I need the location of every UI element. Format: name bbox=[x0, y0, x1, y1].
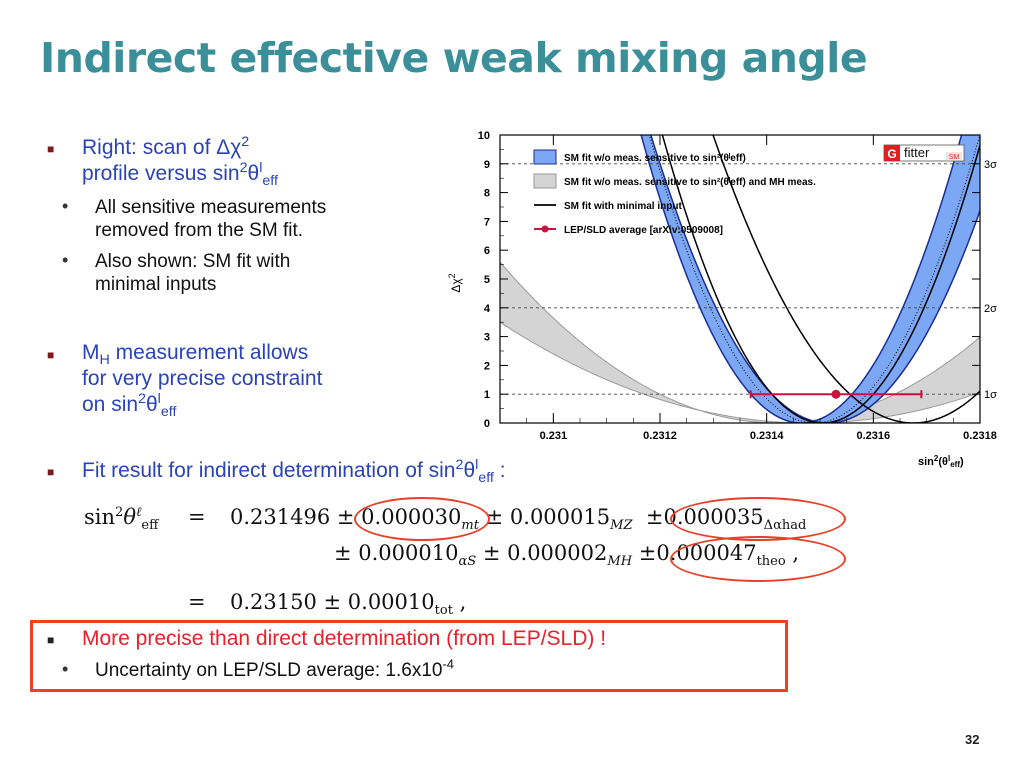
highlight-ellipse-theo bbox=[670, 536, 846, 582]
equation-equals: = bbox=[188, 505, 206, 529]
y-tick-label: 8 bbox=[484, 188, 490, 200]
legend-swatch-1 bbox=[533, 149, 557, 165]
sub-bullet-uncertainty: Uncertainty on LEP/SLD average: 1.6x10-4 bbox=[95, 656, 454, 681]
sub-bullet-minimal: Also shown: SM fit with minimal inputs bbox=[95, 251, 291, 295]
highlight-ellipse-mt bbox=[354, 497, 490, 541]
x-tick-label: 0.2316 bbox=[857, 430, 891, 442]
bullet-dot-icon: • bbox=[62, 659, 69, 679]
legend-label-3: SM fit with minimal input bbox=[564, 201, 682, 212]
x-tick-label: 0.2318 bbox=[963, 430, 997, 442]
page-number: 32 bbox=[965, 732, 980, 747]
bullet-mh-text: MH measurement allows for very precise c… bbox=[82, 341, 323, 421]
logo-badge: SM bbox=[949, 154, 960, 161]
sigma-label-3: 3σ bbox=[984, 159, 997, 171]
x-tick-label: 0.231 bbox=[540, 430, 568, 442]
highlight-ellipse-alpha-had bbox=[670, 497, 846, 541]
delta-chi2-chart: 1σ 2σ 3σ 0 1 2 3 4 5 6 7 8 9 10 0.231 0.2312 0.2314 0.231… bbox=[447, 130, 997, 469]
sub-bullet-sensitive: All sensitive measurements removed from t… bbox=[95, 197, 327, 241]
minimal-input-curve-a bbox=[661, 135, 980, 423]
bullet-dot-icon: • bbox=[62, 196, 69, 216]
bullet-dot-icon: • bbox=[62, 250, 69, 270]
x-tick-label: 0.2314 bbox=[750, 430, 785, 442]
page-title: Indirect effective weak mixing angle bbox=[40, 34, 868, 82]
equation-lhs: sin2θℓeff bbox=[84, 505, 159, 534]
gray-band-edge-b bbox=[500, 321, 980, 423]
bullet-more-precise: More precise than direct determination (… bbox=[82, 627, 607, 650]
gfitter-logo: G fitter SM bbox=[883, 144, 965, 162]
y-tick-label: 6 bbox=[484, 245, 490, 257]
y-tick-label: 4 bbox=[484, 303, 491, 315]
equation-total-equals: = bbox=[188, 590, 206, 614]
logo-text: fitter bbox=[904, 145, 930, 160]
y-tick-label: 2 bbox=[484, 360, 490, 372]
bullet-fit-result: Fit result for indirect determination of… bbox=[82, 457, 506, 487]
y-tick-label: 3 bbox=[484, 332, 490, 344]
y-tick-label: 9 bbox=[484, 159, 490, 171]
y-tick-label: 5 bbox=[484, 274, 490, 286]
conclusion-box bbox=[30, 620, 788, 692]
x-axis-label: sin2(θleff) bbox=[918, 454, 964, 469]
y-tick-label: 10 bbox=[478, 130, 490, 142]
plot-area bbox=[500, 135, 980, 423]
blue-band-edge-b bbox=[650, 135, 980, 423]
bullet-scan-text: Right: scan of Δχ2 profile versus sin2θl… bbox=[82, 134, 278, 190]
sigma-label-1: 1σ bbox=[984, 389, 997, 401]
legend-swatch-2 bbox=[533, 173, 557, 189]
gray-band bbox=[500, 262, 980, 423]
bullet-square-icon: ■ bbox=[47, 142, 55, 156]
legend-label-1: SM fit w/o meas. sensitive to sin²(θˡeff… bbox=[564, 153, 746, 164]
lep-sld-point bbox=[831, 389, 841, 399]
bullet-square-icon: ■ bbox=[47, 633, 55, 647]
blue-band bbox=[641, 135, 980, 423]
legend-label-2: SM fit w/o meas. sensitive to sin²(θˡeff… bbox=[564, 177, 816, 188]
blue-band-edge-a bbox=[640, 135, 963, 423]
logo-letter: G bbox=[887, 147, 896, 161]
y-tick-label: 0 bbox=[484, 418, 490, 430]
equation-total: 0.23150 ± 0.00010tot , bbox=[230, 590, 467, 619]
legend-point-4 bbox=[541, 225, 549, 233]
sigma-label-2: 2σ bbox=[984, 303, 997, 315]
x-tick-label: 0.2312 bbox=[643, 430, 677, 442]
legend-label-4: LEP/SLD average [arXiv:0509008] bbox=[564, 225, 723, 236]
bullet-square-icon: ■ bbox=[47, 465, 55, 479]
y-tick-label: 7 bbox=[484, 216, 490, 228]
y-axis-label: Δχ2 bbox=[447, 273, 463, 292]
y-tick-label: 1 bbox=[484, 389, 490, 401]
bullet-square-icon: ■ bbox=[47, 348, 55, 362]
